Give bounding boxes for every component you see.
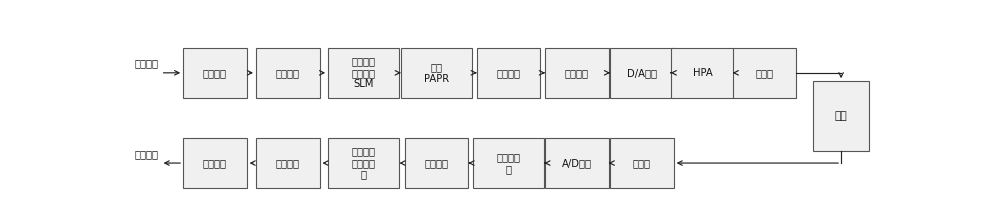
Text: 去循环前
缀: 去循环前 缀 (497, 152, 521, 174)
Text: 并串转换: 并串转换 (276, 158, 300, 168)
Text: 本方法提
出的分块
SLM: 本方法提 出的分块 SLM (352, 56, 376, 89)
Text: 并串转换: 并串转换 (497, 68, 521, 78)
FancyBboxPatch shape (733, 48, 796, 98)
FancyBboxPatch shape (473, 138, 544, 188)
FancyBboxPatch shape (477, 48, 540, 98)
Text: 发送信号: 发送信号 (135, 59, 159, 69)
Text: HPA: HPA (692, 68, 712, 78)
FancyBboxPatch shape (610, 48, 674, 98)
FancyBboxPatch shape (256, 138, 320, 188)
FancyBboxPatch shape (328, 48, 399, 98)
Text: D/A转换: D/A转换 (627, 68, 657, 78)
Text: 下变频: 下变频 (633, 158, 651, 168)
Text: 本方法提
出的盲检
测: 本方法提 出的盲检 测 (352, 146, 376, 180)
FancyBboxPatch shape (183, 138, 247, 188)
Text: 基带调制: 基带调制 (203, 68, 227, 78)
FancyBboxPatch shape (401, 48, 472, 98)
Text: 上变频: 上变频 (755, 68, 773, 78)
FancyBboxPatch shape (328, 138, 399, 188)
Text: 串并转换: 串并转换 (276, 68, 300, 78)
FancyBboxPatch shape (813, 81, 869, 151)
FancyBboxPatch shape (183, 48, 247, 98)
Text: 最低
PAPR: 最低 PAPR (424, 62, 449, 84)
FancyBboxPatch shape (671, 48, 734, 98)
Text: 基带解调: 基带解调 (203, 158, 227, 168)
Text: 恢复信号: 恢复信号 (135, 149, 159, 159)
FancyBboxPatch shape (256, 48, 320, 98)
FancyBboxPatch shape (545, 48, 609, 98)
Text: 并串转换: 并串转换 (425, 158, 449, 168)
Text: 循环前缀: 循环前缀 (565, 68, 589, 78)
Text: 信道: 信道 (835, 111, 847, 121)
FancyBboxPatch shape (405, 138, 468, 188)
FancyBboxPatch shape (545, 138, 609, 188)
Text: A/D转换: A/D转换 (562, 158, 592, 168)
FancyBboxPatch shape (610, 138, 674, 188)
